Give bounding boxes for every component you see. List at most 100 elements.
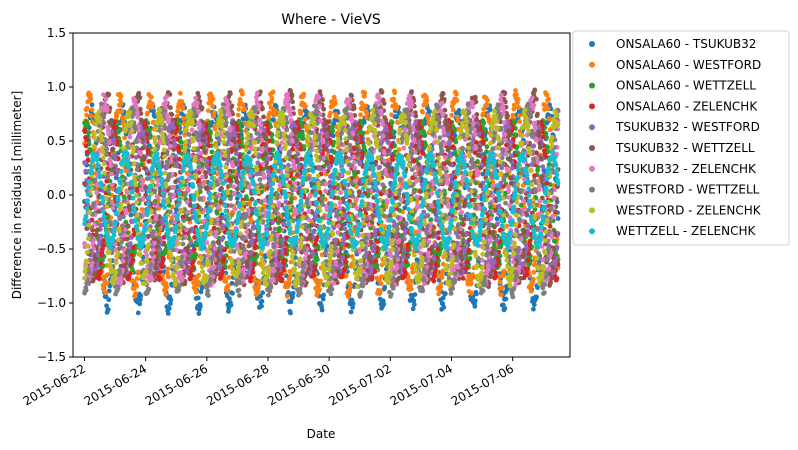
data-point [206, 143, 212, 149]
data-point [379, 274, 384, 280]
data-point [410, 306, 416, 312]
data-point [163, 292, 169, 297]
data-point [417, 144, 422, 150]
data-point [541, 168, 547, 173]
data-point [236, 106, 242, 112]
data-point [321, 292, 326, 298]
data-point [153, 272, 159, 277]
data-point [166, 306, 172, 311]
data-point [424, 98, 430, 103]
data-point [554, 276, 560, 281]
data-point [170, 129, 176, 135]
data-point [369, 264, 374, 270]
data-point [484, 103, 490, 108]
data-point [516, 113, 522, 118]
data-point [499, 165, 505, 171]
data-point [531, 306, 536, 312]
data-point [454, 91, 459, 97]
data-point [372, 228, 378, 233]
data-point [411, 302, 417, 307]
data-point [269, 99, 274, 105]
data-point [140, 129, 146, 135]
data-point [201, 138, 207, 143]
data-point [520, 183, 526, 188]
data-point [163, 281, 169, 286]
data-point [450, 107, 456, 113]
data-point [164, 270, 170, 276]
data-point [494, 216, 500, 222]
data-point [119, 109, 125, 114]
data-point [394, 114, 400, 119]
data-point [446, 131, 451, 137]
data-point [255, 160, 261, 166]
data-point [201, 132, 207, 138]
data-point [228, 91, 233, 97]
data-point [240, 116, 246, 122]
data-point [313, 241, 319, 247]
data-point [350, 305, 355, 310]
data-point [409, 278, 414, 284]
data-point [436, 291, 441, 297]
data-point [487, 107, 493, 113]
data-point [121, 117, 126, 123]
data-point [229, 280, 235, 286]
data-point [455, 118, 461, 124]
data-point [256, 286, 261, 291]
data-point [279, 276, 285, 282]
data-point [182, 132, 188, 138]
data-point [456, 108, 462, 113]
data-point [240, 102, 246, 108]
data-point [264, 122, 270, 128]
data-point [89, 102, 95, 108]
data-point [319, 307, 325, 313]
data-point [425, 115, 431, 121]
data-point [318, 278, 323, 284]
data-point [382, 284, 388, 290]
data-point [377, 164, 382, 170]
data-point [105, 272, 111, 278]
data-point [230, 290, 235, 296]
data-point [416, 140, 422, 146]
data-point [531, 276, 536, 282]
data-point [462, 246, 468, 252]
data-point [106, 92, 112, 97]
data-point [517, 119, 522, 124]
data-point [389, 112, 394, 118]
data-point [288, 310, 293, 316]
data-point [465, 259, 470, 265]
data-point [314, 292, 320, 298]
data-point [470, 294, 476, 300]
data-point [175, 108, 181, 114]
data-point [415, 257, 420, 263]
data-point [324, 159, 330, 165]
data-point [362, 90, 368, 96]
data-point [296, 164, 302, 170]
data-point [103, 290, 108, 295]
data-point [277, 225, 282, 231]
data-point [381, 301, 387, 307]
data-point [497, 279, 503, 285]
data-point [142, 165, 148, 171]
data-point [143, 124, 149, 129]
data-point [378, 288, 383, 294]
data-point [428, 217, 434, 223]
data-point [180, 104, 186, 110]
data-point [198, 289, 204, 295]
data-point [294, 172, 300, 178]
data-point [109, 118, 114, 123]
data-point [264, 164, 270, 170]
data-point [439, 275, 445, 280]
data-point [133, 155, 139, 160]
data-point [524, 272, 530, 278]
data-point [160, 255, 166, 261]
data-point [138, 293, 144, 299]
data-point [199, 105, 205, 111]
data-point [515, 96, 521, 102]
data-point [418, 167, 424, 172]
data-point [128, 212, 134, 218]
data-point [190, 259, 196, 265]
data-point [300, 135, 306, 141]
data-point [266, 173, 272, 179]
data-point [431, 278, 437, 284]
